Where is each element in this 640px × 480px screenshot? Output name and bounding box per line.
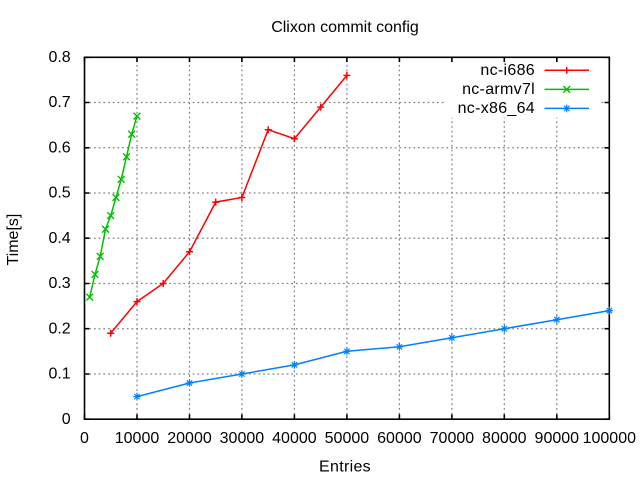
svg-text:0: 0: [62, 411, 71, 428]
svg-text:90000: 90000: [535, 430, 580, 447]
svg-text:Time[s]: Time[s]: [5, 214, 22, 266]
svg-text:40000: 40000: [272, 430, 317, 447]
svg-text:nc-i686: nc-i686: [480, 62, 535, 79]
svg-text:50000: 50000: [325, 430, 370, 447]
svg-text:30000: 30000: [220, 430, 265, 447]
svg-text:0.3: 0.3: [48, 275, 70, 292]
svg-text:0.8: 0.8: [48, 49, 70, 66]
svg-text:Entries: Entries: [319, 458, 371, 475]
svg-text:100000: 100000: [583, 430, 636, 447]
svg-text:80000: 80000: [482, 430, 527, 447]
svg-text:0.4: 0.4: [48, 230, 70, 247]
svg-text:0.7: 0.7: [48, 94, 70, 111]
svg-text:nc-armv7l: nc-armv7l: [462, 81, 535, 98]
svg-text:10000: 10000: [115, 430, 160, 447]
svg-text:0.6: 0.6: [48, 139, 70, 156]
svg-text:60000: 60000: [377, 430, 422, 447]
svg-text:70000: 70000: [430, 430, 475, 447]
svg-text:0.5: 0.5: [48, 185, 70, 202]
svg-text:Clixon commit config: Clixon commit config: [271, 19, 419, 36]
svg-text:20000: 20000: [167, 430, 212, 447]
svg-text:nc-x86_64: nc-x86_64: [458, 100, 535, 117]
svg-text:0.1: 0.1: [48, 366, 70, 383]
svg-text:0: 0: [80, 430, 89, 447]
svg-text:0.2: 0.2: [48, 320, 70, 337]
